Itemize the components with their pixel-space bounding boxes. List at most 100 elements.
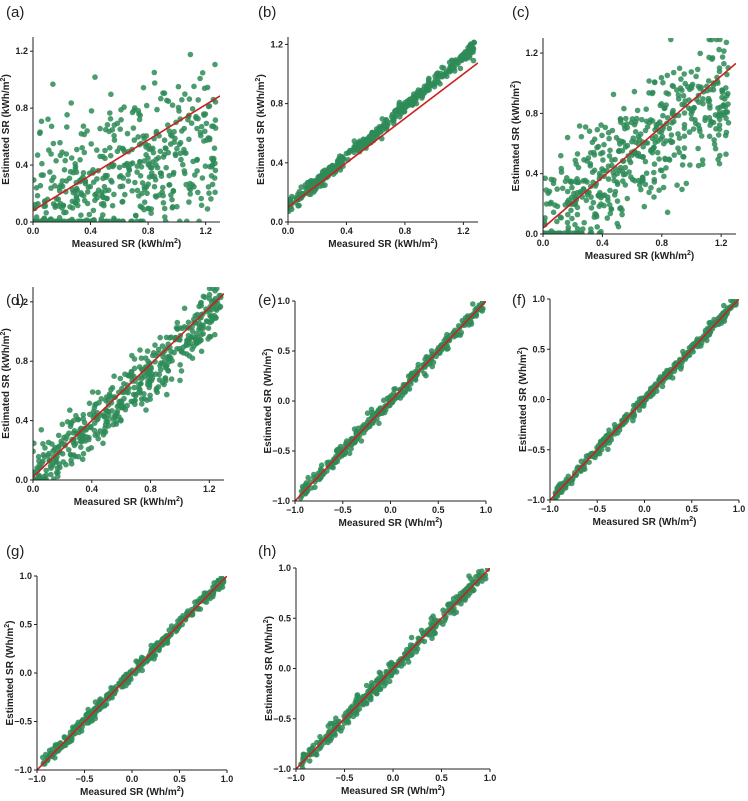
scatter-point bbox=[194, 168, 200, 174]
scatter-point bbox=[428, 82, 435, 88]
scatter-point bbox=[169, 196, 175, 203]
scatter-point bbox=[192, 172, 198, 178]
scatter-point bbox=[80, 411, 87, 418]
scatter-point bbox=[543, 175, 548, 182]
scatter-point bbox=[81, 149, 88, 156]
scatter-point bbox=[646, 189, 652, 196]
scatter-point bbox=[562, 178, 569, 185]
scatter-point bbox=[68, 100, 74, 106]
scatter-point bbox=[651, 169, 657, 176]
scatter-point bbox=[623, 115, 629, 122]
scatter-point bbox=[475, 572, 482, 579]
y-tick-label: 1.0 bbox=[19, 571, 32, 581]
scatter-point bbox=[137, 347, 143, 353]
scatter-point bbox=[129, 188, 135, 194]
scatter-point bbox=[624, 195, 631, 202]
scatter-point bbox=[158, 95, 164, 102]
scatter-point bbox=[163, 334, 170, 341]
scatter-point bbox=[81, 131, 88, 138]
scatter-point bbox=[464, 54, 470, 61]
scatter-point bbox=[699, 161, 706, 168]
panel-e-x-axis-title: Measured SR (Wh/m2) bbox=[339, 517, 443, 529]
scatter-point bbox=[200, 331, 206, 337]
scatter-point bbox=[652, 79, 658, 86]
scatter-point bbox=[134, 666, 141, 672]
scatter-point bbox=[716, 160, 723, 167]
scatter-point bbox=[197, 75, 203, 82]
scatter-point bbox=[437, 81, 443, 87]
scatter-point bbox=[40, 754, 46, 761]
scatter-point bbox=[110, 421, 116, 428]
scatter-point bbox=[675, 131, 681, 137]
scatter-point bbox=[711, 137, 717, 143]
scatter-point bbox=[622, 171, 629, 177]
scatter-point bbox=[681, 133, 688, 139]
scatter-point bbox=[64, 124, 70, 130]
scatter-point bbox=[725, 120, 732, 126]
y-tick-label: 1.2 bbox=[15, 46, 28, 56]
scatter-point bbox=[137, 159, 143, 165]
scatter-point bbox=[612, 188, 619, 195]
scatter-point bbox=[50, 201, 57, 207]
scatter-point bbox=[723, 151, 729, 157]
scatter-point bbox=[652, 133, 659, 140]
scatter-point bbox=[441, 72, 448, 79]
scatter-point bbox=[177, 139, 184, 146]
scatter-point bbox=[675, 96, 682, 102]
scatter-point bbox=[698, 133, 705, 139]
scatter-point bbox=[605, 446, 611, 453]
scatter-point bbox=[187, 191, 193, 197]
scatter-point bbox=[102, 429, 109, 435]
scatter-point bbox=[208, 173, 215, 179]
scatter-point bbox=[368, 696, 374, 703]
y-tick-label: 0.5 bbox=[19, 620, 32, 630]
scatter-point bbox=[162, 145, 169, 151]
scatter-point bbox=[50, 140, 57, 147]
scatter-point bbox=[111, 373, 117, 380]
scatter-point bbox=[107, 152, 114, 159]
scatter-point bbox=[376, 420, 382, 427]
scatter-point bbox=[191, 83, 197, 90]
scatter-point bbox=[458, 329, 465, 336]
panel-f-fit-line bbox=[550, 299, 739, 500]
scatter-point bbox=[635, 177, 642, 184]
scatter-point bbox=[130, 125, 137, 131]
scatter-point bbox=[184, 337, 191, 343]
scatter-point bbox=[153, 371, 159, 377]
scatter-point bbox=[386, 394, 393, 401]
panel-f-letter: (f) bbox=[512, 292, 526, 309]
scatter-point bbox=[147, 396, 153, 403]
scatter-point bbox=[572, 221, 578, 228]
scatter-point bbox=[142, 355, 149, 361]
scatter-point bbox=[624, 124, 631, 131]
scatter-point bbox=[67, 168, 74, 175]
scatter-point bbox=[46, 450, 52, 457]
y-tick-label: 0.0 bbox=[15, 217, 28, 227]
scatter-point bbox=[639, 116, 645, 123]
scatter-point bbox=[193, 331, 200, 337]
scatter-point bbox=[590, 199, 597, 206]
scatter-point bbox=[139, 654, 145, 661]
scatter-point bbox=[75, 202, 81, 209]
scatter-point bbox=[176, 218, 183, 222]
scatter-point bbox=[80, 170, 87, 176]
scatter-point bbox=[654, 149, 661, 156]
scatter-point bbox=[95, 187, 102, 193]
scatter-point bbox=[669, 120, 675, 126]
scatter-point bbox=[317, 733, 323, 740]
scatter-point bbox=[48, 151, 54, 157]
scatter-point bbox=[558, 152, 564, 159]
scatter-point bbox=[698, 84, 704, 90]
panel-a-fit-line bbox=[33, 95, 220, 212]
scatter-point bbox=[195, 189, 201, 196]
scatter-point bbox=[306, 758, 313, 764]
scatter-point bbox=[440, 607, 446, 613]
scatter-point bbox=[212, 61, 218, 68]
scatter-point bbox=[610, 91, 617, 98]
y-tick-label: 0.0 bbox=[15, 475, 28, 485]
scatter-point bbox=[715, 105, 721, 111]
scatter-point bbox=[600, 192, 606, 199]
scatter-point bbox=[128, 218, 134, 222]
scatter-point bbox=[693, 73, 699, 80]
scatter-point bbox=[318, 172, 325, 179]
